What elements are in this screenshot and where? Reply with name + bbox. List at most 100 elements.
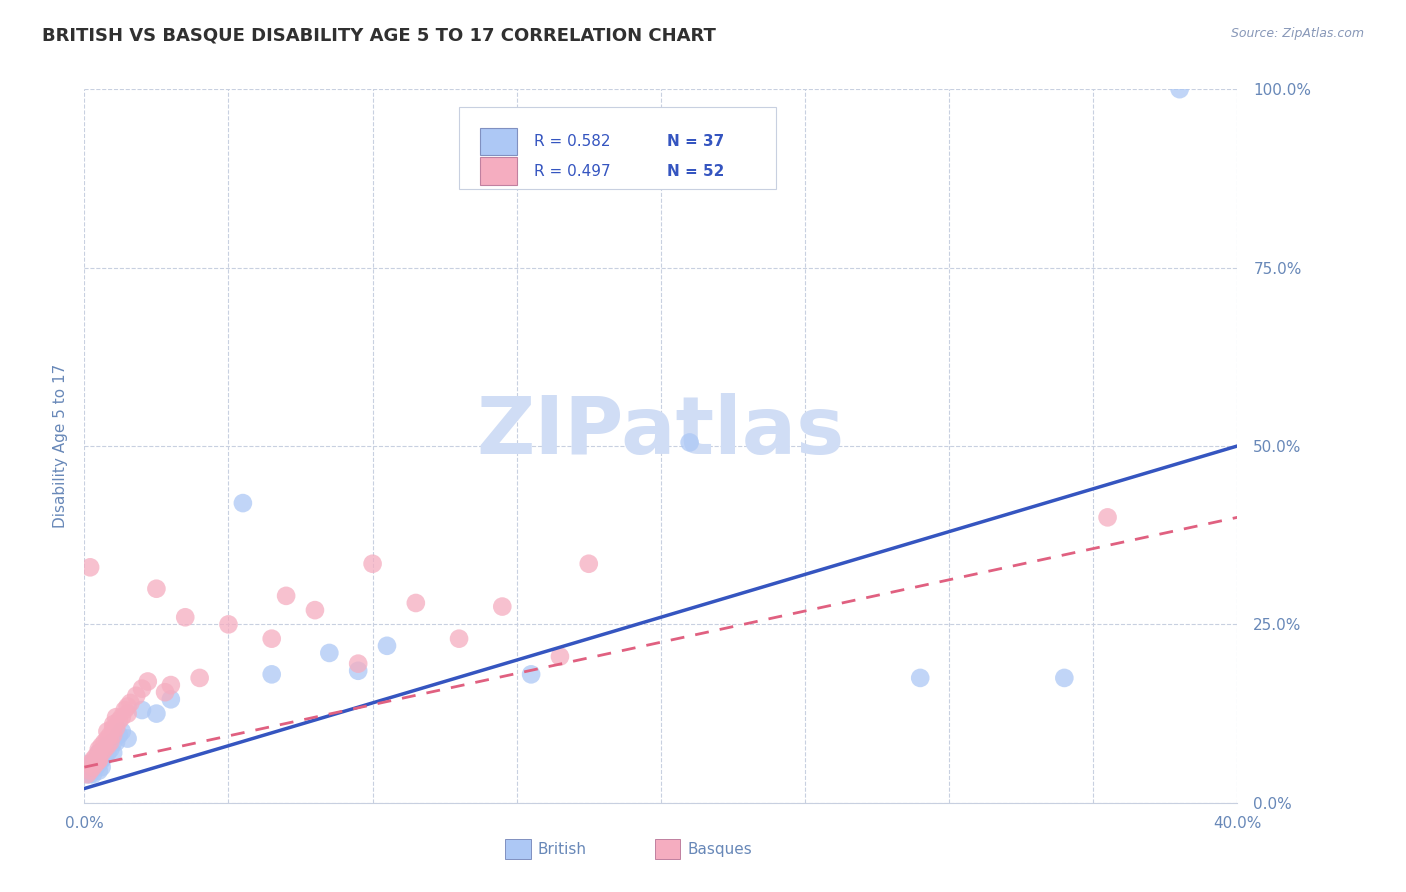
Point: [103, 717, 124, 731]
Point: [90, 739, 112, 753]
Point: [347, 664, 370, 678]
FancyBboxPatch shape: [479, 128, 517, 155]
Point: [96, 739, 118, 753]
Point: [405, 596, 427, 610]
Point: [114, 703, 136, 717]
Point: [548, 649, 571, 664]
Point: [79, 764, 101, 778]
Text: BRITISH VS BASQUE DISABILITY AGE 5 TO 17 CORRELATION CHART: BRITISH VS BASQUE DISABILITY AGE 5 TO 17…: [42, 27, 716, 45]
Point: [103, 728, 124, 742]
Point: [1097, 510, 1119, 524]
Point: [84, 749, 107, 764]
Text: Source: ZipAtlas.com: Source: ZipAtlas.com: [1230, 27, 1364, 40]
Point: [117, 731, 139, 746]
Point: [449, 632, 471, 646]
Point: [1168, 82, 1191, 96]
Text: N = 52: N = 52: [666, 163, 724, 178]
FancyBboxPatch shape: [460, 107, 776, 189]
Point: [260, 632, 283, 646]
Point: [105, 721, 128, 735]
Point: [679, 435, 702, 450]
Point: [117, 706, 139, 721]
Text: R = 0.582: R = 0.582: [534, 134, 610, 149]
Point: [174, 610, 197, 624]
Point: [145, 706, 167, 721]
Point: [87, 746, 110, 760]
Point: [96, 731, 118, 746]
Point: [90, 746, 112, 760]
Point: [318, 646, 340, 660]
Point: [93, 742, 115, 756]
Point: [117, 699, 139, 714]
Point: [87, 742, 110, 756]
Point: [76, 767, 98, 781]
Point: [910, 671, 932, 685]
Text: British: British: [537, 842, 586, 856]
FancyBboxPatch shape: [655, 839, 681, 859]
Point: [153, 685, 176, 699]
Point: [136, 674, 159, 689]
Point: [90, 746, 112, 760]
Point: [93, 749, 115, 764]
Point: [98, 735, 121, 749]
Point: [1053, 671, 1076, 685]
Point: [82, 760, 104, 774]
Point: [375, 639, 398, 653]
Point: [87, 764, 110, 778]
Point: [96, 724, 118, 739]
Text: Basques: Basques: [688, 842, 752, 856]
Point: [98, 742, 121, 756]
Point: [361, 557, 384, 571]
Point: [260, 667, 283, 681]
Point: [79, 560, 101, 574]
Point: [98, 728, 121, 742]
Point: [347, 657, 370, 671]
Point: [87, 753, 110, 767]
Point: [87, 756, 110, 771]
FancyBboxPatch shape: [505, 839, 530, 859]
Point: [103, 735, 124, 749]
Point: [520, 667, 543, 681]
Point: [103, 721, 124, 735]
Point: [131, 703, 153, 717]
Point: [79, 767, 101, 781]
Point: [93, 735, 115, 749]
Point: [84, 753, 107, 767]
Point: [188, 671, 211, 685]
Point: [131, 681, 153, 696]
Point: [111, 724, 134, 739]
Text: R = 0.497: R = 0.497: [534, 163, 610, 178]
Point: [218, 617, 240, 632]
Text: ZIPatlas: ZIPatlas: [477, 392, 845, 471]
Point: [491, 599, 513, 614]
Point: [108, 714, 131, 728]
Point: [90, 760, 112, 774]
Point: [82, 756, 104, 771]
Point: [84, 760, 107, 774]
Point: [84, 756, 107, 771]
Point: [160, 692, 183, 706]
Point: [87, 746, 110, 760]
Point: [111, 710, 134, 724]
Point: [304, 603, 326, 617]
Point: [105, 735, 128, 749]
FancyBboxPatch shape: [479, 158, 517, 185]
Point: [276, 589, 298, 603]
Point: [105, 710, 128, 724]
Point: [82, 753, 104, 767]
Text: N = 37: N = 37: [666, 134, 724, 149]
Point: [93, 742, 115, 756]
Point: [103, 746, 124, 760]
Point: [125, 689, 148, 703]
Point: [578, 557, 600, 571]
Point: [96, 746, 118, 760]
Point: [82, 767, 104, 781]
Point: [232, 496, 254, 510]
Point: [120, 696, 142, 710]
Point: [79, 756, 101, 771]
Point: [108, 728, 131, 742]
Point: [79, 756, 101, 771]
Point: [145, 582, 167, 596]
Y-axis label: Disability Age 5 to 17: Disability Age 5 to 17: [52, 364, 67, 528]
Point: [160, 678, 183, 692]
